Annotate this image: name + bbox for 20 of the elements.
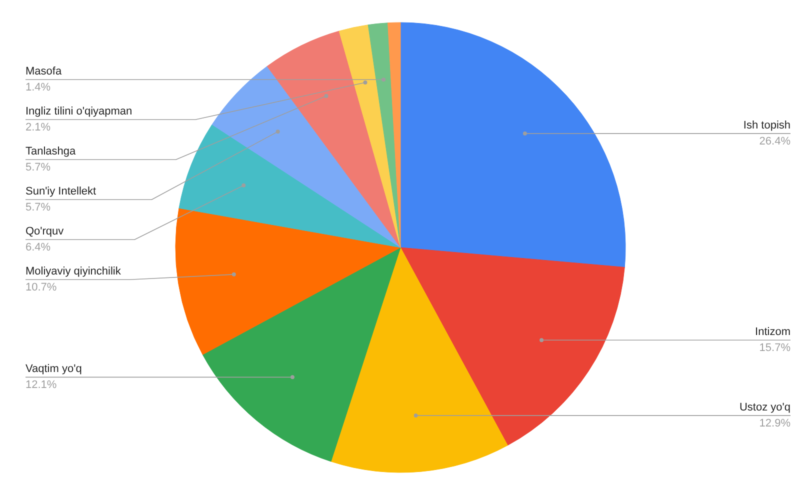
slice-label: Tanlashga [26, 146, 77, 158]
data-label: 12.9% [759, 418, 791, 430]
data-label: 12.1% [26, 379, 57, 392]
data-label: 5.7% [26, 202, 51, 214]
slice-label: Qo'rquv [26, 226, 64, 238]
data-label: 2.1% [26, 122, 51, 134]
data-label: 10.7% [26, 282, 57, 294]
slice-label: Vaqtim yo'q [26, 363, 82, 376]
data-label: 26.4% [759, 136, 791, 148]
data-label: 6.4% [26, 242, 51, 254]
slice-label: Ingliz tilini o'qiyapman [26, 106, 132, 118]
slice-label: Sun'iy Intellekt [26, 186, 96, 198]
slice-label: Masofa [26, 66, 62, 78]
slice-label: Intizom [755, 326, 791, 338]
data-label: 5.7% [26, 162, 51, 174]
data-label: 15.7% [759, 342, 791, 354]
data-label: 1.4% [26, 82, 51, 94]
slice-label: Moliyaviy qiyinchilik [26, 266, 122, 278]
slice-label: Ustoz yo'q [739, 402, 791, 414]
slice-label: Ish topish [743, 120, 791, 132]
